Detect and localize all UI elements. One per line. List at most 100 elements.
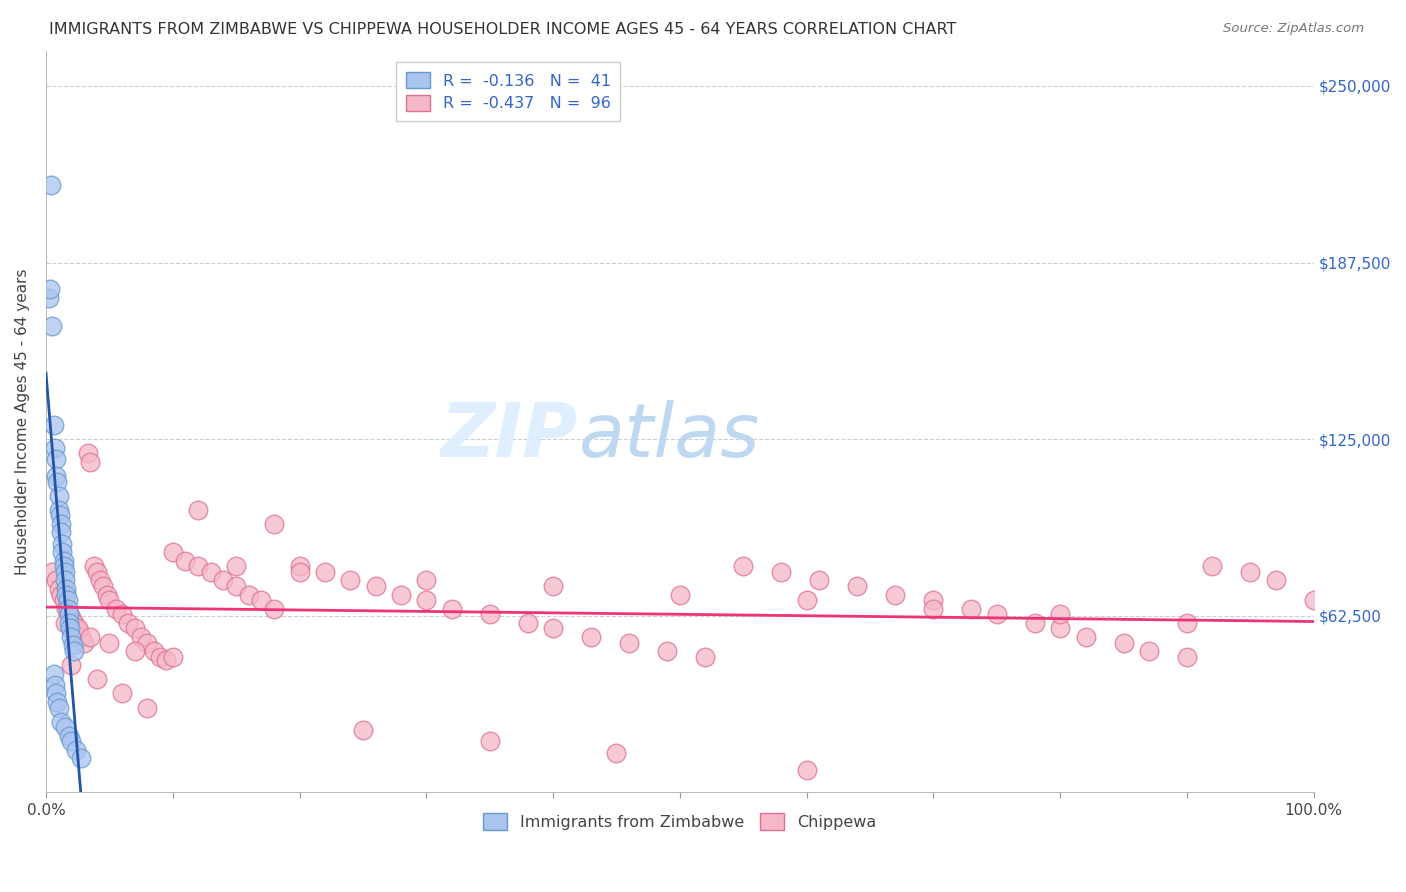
Point xyxy=(808,574,831,588)
Point xyxy=(42,417,65,432)
Point xyxy=(46,695,69,709)
Point xyxy=(63,615,86,630)
Point xyxy=(58,729,80,743)
Point xyxy=(48,700,70,714)
Point xyxy=(51,525,73,540)
Point xyxy=(1175,649,1198,664)
Point xyxy=(162,545,184,559)
Point xyxy=(352,723,374,738)
Point xyxy=(238,588,260,602)
Point xyxy=(48,582,70,596)
Point xyxy=(76,446,98,460)
Point xyxy=(45,686,67,700)
Point xyxy=(200,565,222,579)
Point xyxy=(67,624,90,639)
Point xyxy=(1074,630,1097,644)
Point xyxy=(541,579,564,593)
Point xyxy=(53,574,76,588)
Point xyxy=(98,635,121,649)
Point xyxy=(440,601,463,615)
Point xyxy=(65,743,87,757)
Point xyxy=(86,673,108,687)
Point xyxy=(58,607,80,622)
Point xyxy=(1024,615,1046,630)
Point xyxy=(149,649,172,664)
Point xyxy=(48,489,70,503)
Point xyxy=(111,607,134,622)
Point xyxy=(884,588,907,602)
Point xyxy=(51,545,73,559)
Point xyxy=(53,615,76,630)
Point xyxy=(38,291,60,305)
Point xyxy=(66,622,89,636)
Point xyxy=(44,441,66,455)
Point xyxy=(41,319,63,334)
Point xyxy=(56,593,79,607)
Y-axis label: Householder Income Ages 45 - 64 years: Householder Income Ages 45 - 64 years xyxy=(15,268,30,574)
Point xyxy=(1264,574,1286,588)
Point xyxy=(187,559,209,574)
Point xyxy=(155,652,177,666)
Point xyxy=(111,686,134,700)
Point xyxy=(796,763,818,777)
Point xyxy=(579,630,602,644)
Point xyxy=(52,593,75,607)
Point xyxy=(288,565,311,579)
Point xyxy=(339,574,361,588)
Point xyxy=(142,644,165,658)
Point xyxy=(39,178,62,192)
Point xyxy=(73,635,96,649)
Point xyxy=(45,574,67,588)
Point xyxy=(617,635,640,649)
Point xyxy=(59,622,82,636)
Point xyxy=(136,635,159,649)
Point xyxy=(124,622,146,636)
Point xyxy=(51,588,73,602)
Point xyxy=(70,751,93,765)
Point xyxy=(1049,607,1071,622)
Point xyxy=(98,593,121,607)
Point xyxy=(56,601,79,615)
Point xyxy=(1201,559,1223,574)
Point xyxy=(52,554,75,568)
Point xyxy=(263,601,285,615)
Point xyxy=(55,588,77,602)
Point xyxy=(1112,635,1135,649)
Point xyxy=(1137,644,1160,658)
Point xyxy=(516,615,538,630)
Point xyxy=(846,579,869,593)
Point xyxy=(669,588,692,602)
Point xyxy=(60,630,83,644)
Point xyxy=(250,593,273,607)
Point xyxy=(79,630,101,644)
Point xyxy=(1239,565,1261,579)
Point xyxy=(70,630,93,644)
Point xyxy=(60,610,83,624)
Point xyxy=(478,607,501,622)
Point xyxy=(53,565,76,579)
Point xyxy=(124,644,146,658)
Point xyxy=(60,658,83,673)
Point xyxy=(41,565,63,579)
Point xyxy=(541,622,564,636)
Point xyxy=(44,678,66,692)
Point xyxy=(1302,593,1324,607)
Point xyxy=(51,516,73,531)
Point xyxy=(225,579,247,593)
Point xyxy=(83,559,105,574)
Text: ZIP: ZIP xyxy=(441,400,578,473)
Point xyxy=(86,565,108,579)
Point xyxy=(49,508,72,523)
Point xyxy=(65,622,87,636)
Point xyxy=(162,649,184,664)
Point xyxy=(51,714,73,729)
Point xyxy=(51,537,73,551)
Point xyxy=(48,503,70,517)
Point xyxy=(605,746,627,760)
Point xyxy=(415,574,437,588)
Point xyxy=(922,601,945,615)
Point xyxy=(136,700,159,714)
Point xyxy=(45,451,67,466)
Point xyxy=(60,734,83,748)
Point xyxy=(389,588,412,602)
